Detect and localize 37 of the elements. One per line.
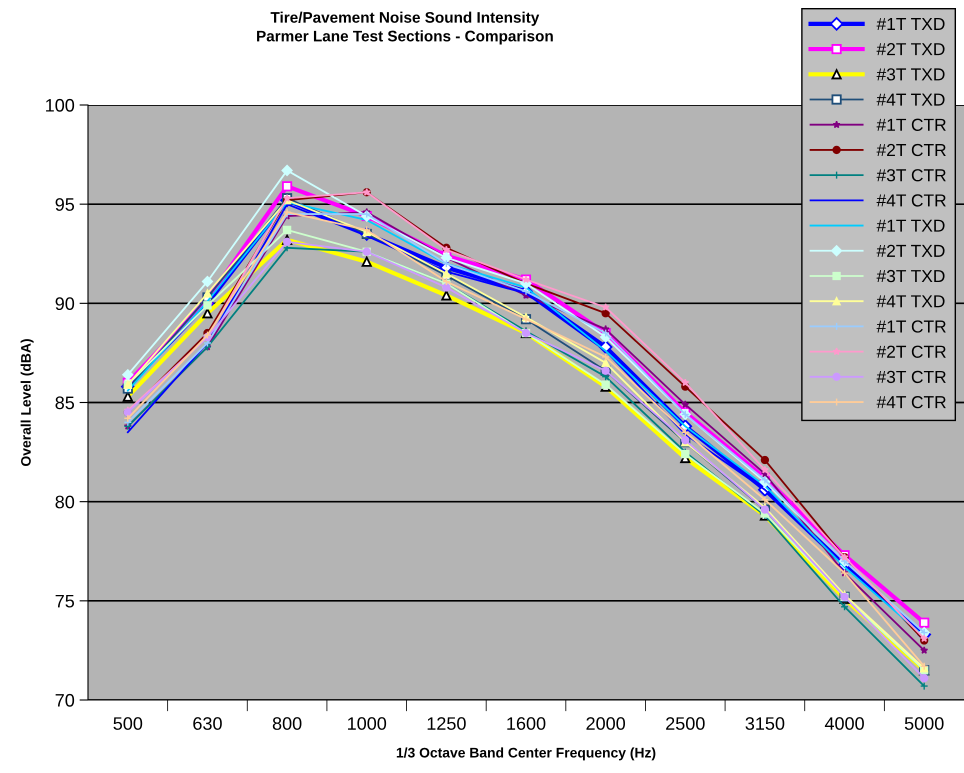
legend-label: #3T CTR bbox=[876, 169, 946, 182]
legend-label: #4T TXD bbox=[876, 94, 945, 106]
x-tick-label: 1250 bbox=[428, 717, 466, 730]
y-tick-label: 80 bbox=[56, 496, 74, 508]
legend-label: #4T TXD bbox=[876, 295, 945, 308]
x-tick-label: 800 bbox=[272, 717, 302, 730]
x-tick-label: 1600 bbox=[507, 717, 546, 730]
legend-label: #2T TXD bbox=[876, 244, 945, 257]
x-tick-label: 1000 bbox=[348, 717, 386, 730]
legend-label: #1T CTR bbox=[876, 118, 946, 131]
x-tick-label: 5000 bbox=[904, 717, 944, 730]
y-axis-title: Overall Level (dBA) bbox=[20, 339, 34, 466]
legend-label: #4T CTR bbox=[876, 396, 946, 408]
legend-label: #2T TXD bbox=[876, 43, 945, 56]
legend-label: #3T TXD bbox=[876, 270, 945, 282]
legend-label: #1T TXD bbox=[876, 220, 945, 232]
y-tick-label: 70 bbox=[56, 694, 74, 707]
y-tick-label: 90 bbox=[56, 297, 74, 310]
legend-label: #4T CTR bbox=[876, 194, 946, 207]
legend-label: #2T CTR bbox=[876, 144, 946, 156]
legend-label: #1T TXD bbox=[876, 18, 945, 30]
legend-label: #3T CTR bbox=[876, 370, 946, 384]
chart-title: Tire/Pavement Noise Sound Intensity Parmer Lane Test Sections - Comparison bbox=[257, 12, 553, 45]
x-tick-label: 3150 bbox=[746, 717, 784, 730]
x-tick-label: 4000 bbox=[824, 717, 864, 730]
y-tick-label: 100 bbox=[46, 98, 74, 112]
x-tick-label: 630 bbox=[193, 717, 222, 730]
legend-label: #1T CTR bbox=[876, 320, 946, 333]
y-tick-label: 95 bbox=[56, 198, 74, 211]
x-tick-label: 500 bbox=[113, 717, 142, 730]
legend-label: #2T CTR bbox=[876, 346, 946, 358]
x-tick-label: 2000 bbox=[586, 717, 626, 730]
legend-label: #3T TXD bbox=[876, 68, 945, 81]
y-tick-label: 75 bbox=[56, 594, 74, 608]
y-tick-label: 85 bbox=[56, 396, 74, 410]
x-tick-label: 2500 bbox=[666, 717, 705, 730]
x-axis-title: 1/3 Octave Band Center Frequency (Hz) bbox=[396, 747, 656, 760]
